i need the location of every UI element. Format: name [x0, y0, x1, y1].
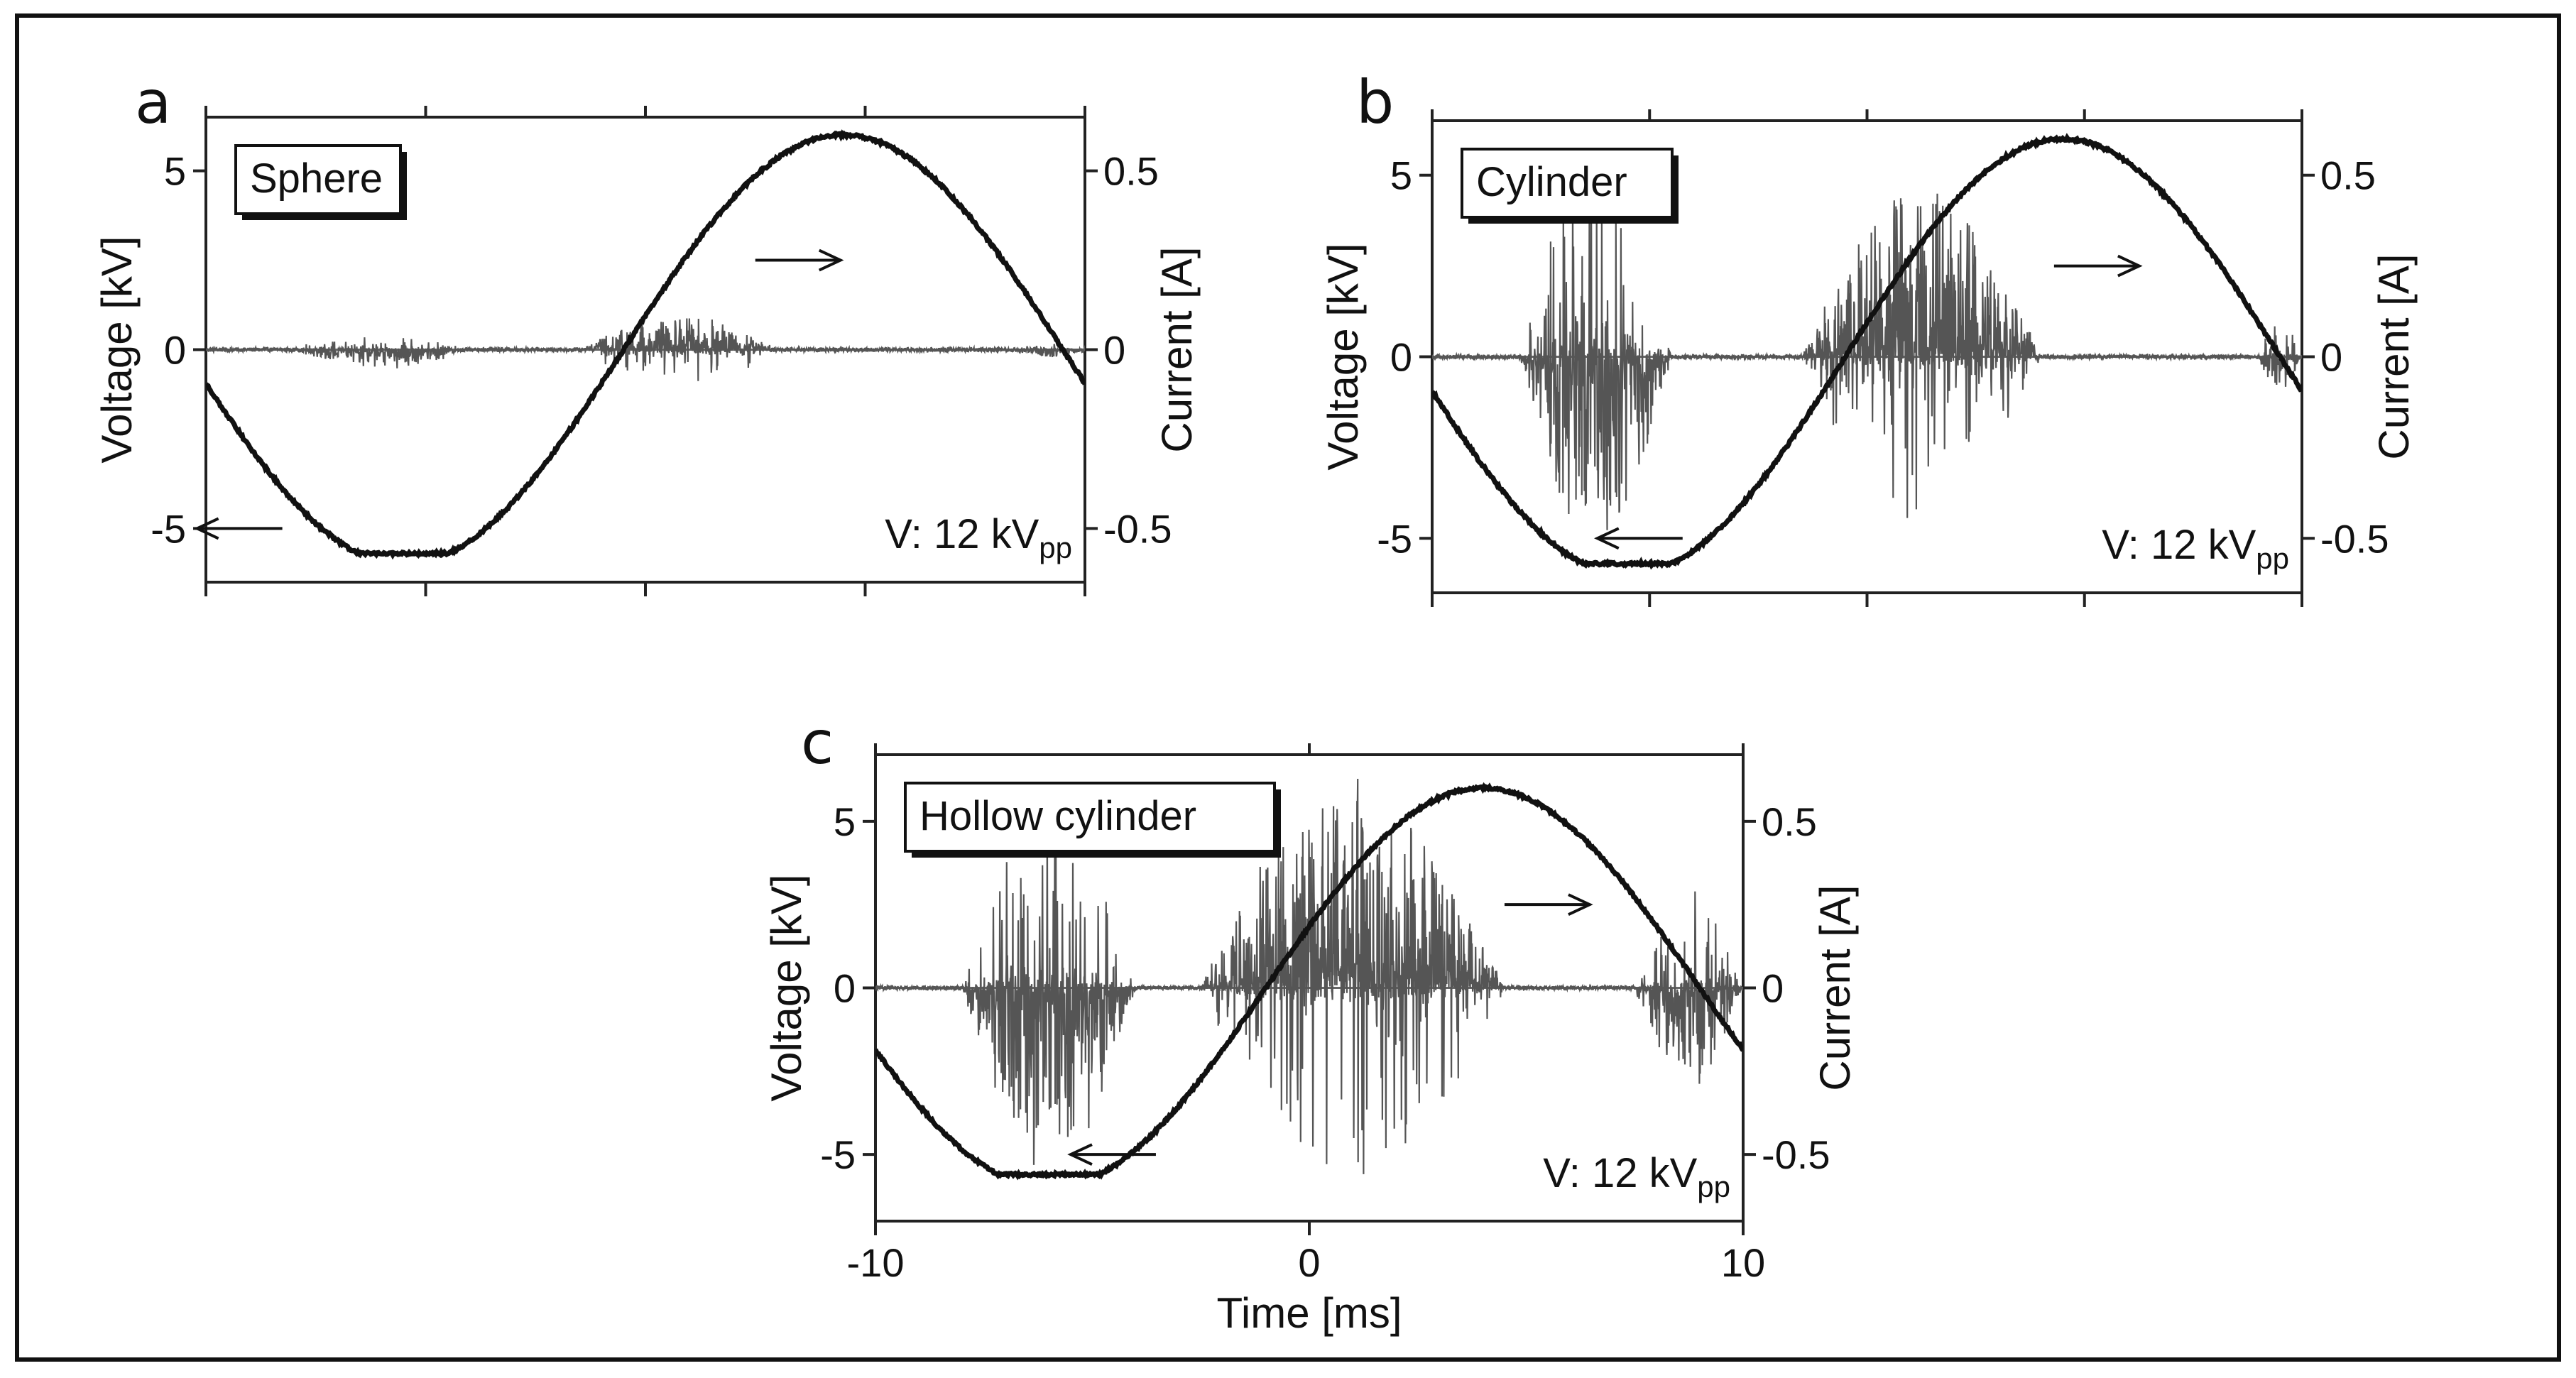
left-arrow-head — [1594, 527, 1620, 550]
voltage-trace — [206, 129, 1085, 560]
voltage-annotation: V: 12 kVpp — [2102, 522, 2289, 575]
y-axis-label-right: Current [A] — [2370, 253, 2418, 459]
right-arrow — [1504, 893, 1593, 916]
y-tick-label-right: -0.5 — [2320, 516, 2389, 561]
sample-label: Hollow cylinder — [919, 793, 1196, 839]
current-trace — [875, 778, 1743, 1174]
y-tick-label-right: 0 — [2320, 335, 2342, 380]
voltage-annotation-sub: pp — [1697, 1170, 1730, 1203]
right-arrow-head — [2117, 254, 2143, 278]
right-arrow-head — [818, 248, 844, 272]
left-arrow — [1067, 1143, 1156, 1166]
sample-label: Cylinder — [1476, 159, 1627, 205]
voltage-trace — [875, 782, 1743, 1181]
left-arrow-head — [1067, 1143, 1093, 1166]
figure-border — [15, 13, 2561, 1362]
y-tick-label-left: 0 — [1390, 335, 1412, 380]
voltage-annotation: V: 12 kVpp — [1543, 1150, 1730, 1203]
current-trace — [206, 318, 1085, 381]
panel-c: c 5 0 -5 0.5 0 -0.5 Voltage [kV] Current [A] -10… — [763, 708, 1859, 1337]
y-tick-label-right: 0.5 — [1103, 149, 1159, 194]
sample-label: Sphere — [250, 155, 383, 202]
right-arrow — [2053, 254, 2143, 278]
y-tick-label-left: -5 — [820, 1132, 856, 1177]
left-arrow-head — [193, 517, 219, 540]
voltage-trace — [1432, 133, 2302, 570]
right-arrow-head — [1568, 893, 1593, 916]
y-tick-label-right: 0.5 — [2320, 153, 2376, 198]
y-axis-label-left: Voltage [kV] — [1319, 243, 1367, 470]
y-axis-label-left: Voltage [kV] — [93, 236, 141, 463]
y-axis-label-right: Current [A] — [1811, 885, 1859, 1090]
y-tick-label-right: 0.5 — [1762, 799, 1817, 844]
left-arrow — [193, 517, 283, 540]
y-tick-label-left: 5 — [164, 149, 186, 194]
panel-label-c: c — [801, 708, 834, 777]
sample-label-box — [904, 782, 1276, 853]
x-axis-label: Time [ms] — [1216, 1289, 1402, 1337]
sample-label-box — [234, 144, 402, 215]
y-tick-label-left: -5 — [151, 506, 186, 551]
y-axis-label-right: Current [A] — [1153, 246, 1201, 452]
panel-label-a: a — [135, 67, 171, 137]
left-arrow — [1594, 527, 1683, 550]
y-tick-label-left: -5 — [1377, 516, 1412, 561]
voltage-annotation-sub: pp — [2256, 542, 2289, 575]
voltage-annotation-sub: pp — [1039, 531, 1072, 564]
x-tick-label: -10 — [847, 1240, 905, 1285]
y-tick-label-left: 0 — [164, 328, 186, 373]
panel-label-b: b — [1356, 67, 1394, 137]
x-tick-label: 10 — [1721, 1240, 1765, 1285]
y-tick-label-left: 0 — [834, 966, 856, 1011]
y-tick-label-left: 5 — [1390, 153, 1412, 198]
right-arrow — [755, 248, 844, 272]
x-tick-label: 0 — [1298, 1240, 1320, 1285]
y-tick-label-right: -0.5 — [1103, 506, 1172, 551]
y-axis-label-left: Voltage [kV] — [763, 874, 810, 1101]
y-tick-label-right: 0 — [1762, 966, 1784, 1011]
panel-b: b 5 0 -5 0.5 0 -0.5 Voltage [kV] Current [A] Cyl… — [1319, 67, 2418, 607]
y-tick-label-right: 0 — [1103, 328, 1125, 373]
y-tick-label-left: 5 — [834, 799, 856, 844]
sample-label-box — [1461, 148, 1674, 219]
y-tick-label-right: -0.5 — [1762, 1132, 1830, 1177]
